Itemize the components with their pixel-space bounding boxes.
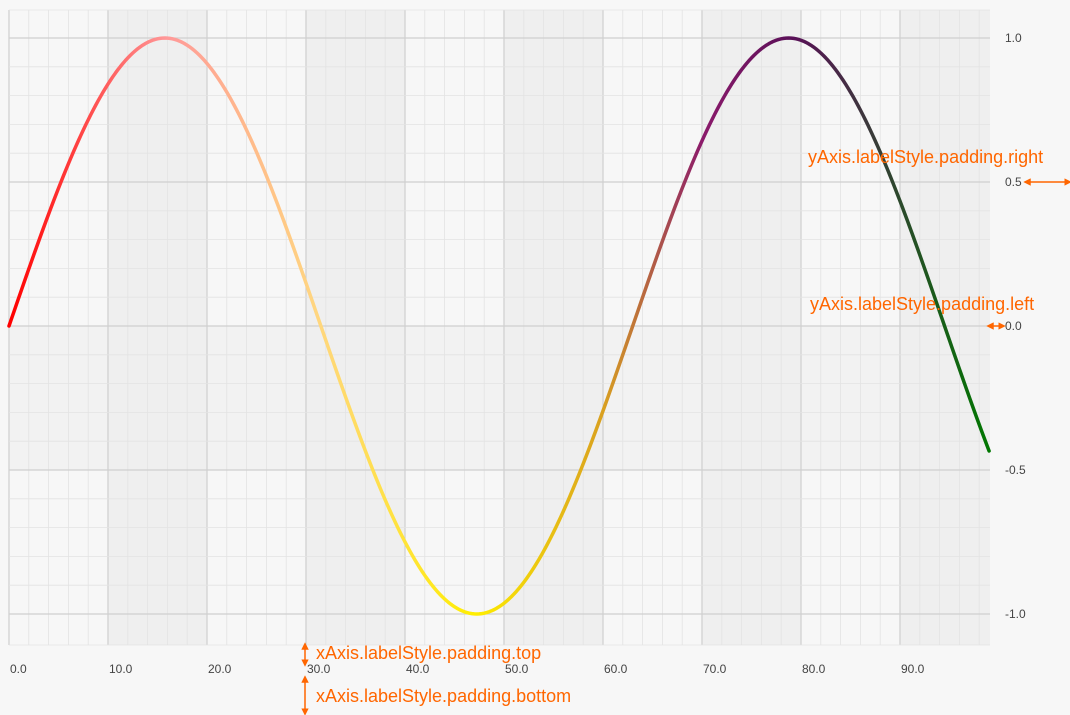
y-tick-label: 0.0 [1005, 319, 1022, 333]
x-tick-label: 80.0 [802, 662, 826, 676]
x-axis: 0.0 10.0 20.0 30.0 40.0 50.0 60.0 70.0 80.0 90.0 [10, 662, 925, 676]
y-tick-label: -0.5 [1005, 463, 1026, 477]
annotation-x-padding-bottom: xAxis.labelStyle.padding.bottom [316, 686, 571, 706]
x-tick-label: 0.0 [10, 662, 27, 676]
x-tick-label: 30.0 [307, 662, 331, 676]
annotation-x-padding-top: xAxis.labelStyle.padding.top [316, 643, 541, 663]
x-tick-label: 90.0 [901, 662, 925, 676]
y-tick-label: 1.0 [1005, 31, 1022, 45]
y-tick-label: 0.5 [1005, 175, 1022, 189]
annotation-y-padding-right: yAxis.labelStyle.padding.right [808, 147, 1043, 167]
y-band [9, 326, 990, 470]
series-layer [7, 36, 991, 616]
y-axis: 1.0 0.5 0.0 -0.5 -1.0 [1005, 31, 1026, 621]
y-tick-label: -1.0 [1005, 607, 1026, 621]
annotation-layer: yAxis.labelStyle.padding.right yAxis.lab… [301, 147, 1070, 715]
x-tick-label: 20.0 [208, 662, 232, 676]
x-tick-label: 60.0 [604, 662, 628, 676]
series-line [7, 36, 991, 616]
annotation-y-padding-left: yAxis.labelStyle.padding.left [810, 294, 1034, 314]
x-tick-label: 50.0 [505, 662, 529, 676]
x-tick-label: 10.0 [109, 662, 133, 676]
x-tick-label: 40.0 [406, 662, 430, 676]
x-tick-label: 70.0 [703, 662, 727, 676]
plot-background [9, 10, 990, 645]
